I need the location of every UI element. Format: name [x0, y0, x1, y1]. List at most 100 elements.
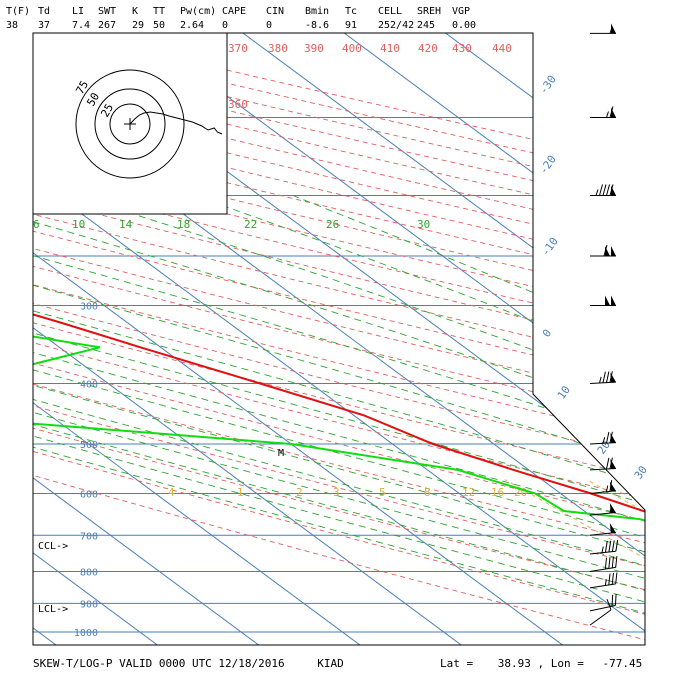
wind-barb-pennant	[605, 295, 610, 306]
index-value: 0	[222, 20, 229, 31]
wind-barb-flag	[611, 594, 614, 607]
index-value: -8.6	[305, 20, 330, 31]
hodograph-ring-label: 25	[98, 102, 116, 120]
dry-adiabat	[33, 33, 645, 645]
index-label: Bmin	[305, 6, 330, 17]
wind-barb	[589, 523, 616, 536]
wind-barb	[589, 539, 619, 555]
hodograph-ring-label: 50	[84, 91, 102, 109]
index-label: T(F)	[6, 6, 31, 17]
wind-barb-flag	[615, 572, 618, 584]
mixing-ratio-label: 12	[462, 486, 475, 499]
isotherm-line	[33, 33, 563, 645]
level-marker: M	[278, 448, 284, 459]
wind-barb-flag	[602, 184, 607, 196]
index-label: CAPE	[222, 6, 247, 17]
index-value: 91	[345, 20, 358, 31]
wind-barb-flag	[608, 573, 611, 586]
index-label: SWT	[98, 6, 117, 17]
isotherm-label: -20	[537, 153, 559, 177]
isotherm-line	[33, 33, 361, 645]
index-value: 267	[98, 20, 117, 31]
wind-barb-pennant	[611, 295, 616, 306]
pressure-label: 1000	[74, 628, 98, 639]
chart-title: SKEW-T/LOG-P VALID 0000 UTC 12/18/2016 K…	[33, 657, 344, 670]
wind-barb-flag	[606, 599, 612, 611]
moist-adiabat	[33, 195, 645, 645]
theta-e-label: 6	[33, 218, 40, 231]
wind-barb-pennant	[609, 523, 616, 534]
isotherm-label: 0	[540, 327, 554, 340]
index-label: CIN	[266, 6, 285, 17]
valid-time-text: SKEW-T/LOG-P VALID 0000 UTC 12/18/2016	[33, 657, 285, 670]
isotherm-label: -30	[537, 73, 559, 97]
isotherm-label: -10	[539, 235, 561, 259]
wind-barb-half	[601, 546, 604, 553]
mixing-ratio-label: 1	[237, 486, 244, 499]
wind-barb-half	[606, 111, 609, 118]
wind-barb	[589, 371, 616, 385]
pressure-label: 400	[80, 380, 98, 391]
moist-adiabat	[33, 195, 645, 645]
moist-adiabat	[33, 195, 645, 645]
isotherm-line	[242, 33, 645, 645]
wind-barb-flag	[605, 371, 610, 383]
mixing-ratio-label: 16	[491, 486, 504, 499]
hodograph-ring	[109, 103, 151, 145]
index-label: Tc	[345, 6, 358, 17]
wind-barb-shaft	[589, 550, 616, 555]
wind-barb	[589, 480, 616, 494]
wind-barb-flag	[605, 431, 610, 444]
pressure-label: 500	[80, 440, 98, 451]
hodograph-ring-label: 75	[73, 79, 91, 97]
theta-e-label: 14	[119, 218, 133, 231]
index-label: K	[132, 6, 139, 17]
wind-barb	[590, 23, 616, 34]
wind-barb	[589, 572, 618, 589]
wind-barb-half	[609, 27, 613, 34]
hodograph-ring	[94, 88, 166, 160]
index-value: 37	[38, 20, 51, 31]
wind-barb	[590, 244, 616, 257]
isotherm-line	[343, 33, 645, 645]
index-value: 0	[266, 20, 273, 31]
pressure-label: 300	[80, 302, 98, 313]
moist-adiabat	[33, 195, 645, 645]
dry-adiabat	[33, 33, 645, 645]
moist-adiabat	[33, 195, 645, 645]
theta-e-label: 10	[72, 218, 85, 231]
theta-label: 380	[268, 42, 288, 55]
wind-barb-flag	[604, 541, 608, 553]
mixing-ratio-line	[674, 480, 680, 646]
theta-label: 390	[304, 42, 324, 55]
index-value: 29	[132, 20, 145, 31]
pressure-label: 600	[80, 490, 98, 501]
pressure-label: 800	[80, 568, 98, 579]
wind-barb	[589, 503, 616, 516]
lat-value: 38.93	[497, 657, 531, 670]
wind-barb-flag	[611, 556, 614, 569]
wind-barb-pennant	[609, 503, 616, 513]
wind-barb-flag	[608, 557, 611, 569]
moist-adiabat	[73, 195, 645, 645]
index-value: 0.00	[452, 20, 477, 31]
wind-barb-flag	[615, 556, 618, 568]
wind-barb	[590, 106, 616, 119]
wind-barb-flag	[603, 244, 608, 257]
wind-barb-shaft	[589, 583, 616, 589]
pressure-label: 900	[80, 599, 98, 610]
wind-barb	[589, 457, 616, 471]
isotherm-line	[33, 33, 259, 645]
lon-label: , Lon =	[537, 657, 584, 670]
theta-e-label: 30	[417, 218, 430, 231]
moist-adiabat	[33, 195, 645, 645]
mixing-ratio-line	[504, 479, 645, 645]
dry-adiabat	[33, 33, 645, 645]
moist-adiabat	[33, 195, 645, 645]
mixing-ratio-line	[636, 479, 645, 645]
wind-barb-half	[602, 437, 606, 444]
isotherm-line	[33, 33, 645, 645]
index-label: TT	[153, 6, 166, 17]
dry-adiabat	[33, 33, 645, 645]
dry-adiabat	[33, 33, 645, 645]
